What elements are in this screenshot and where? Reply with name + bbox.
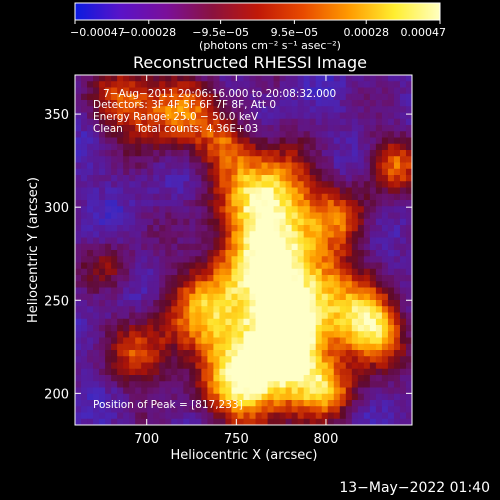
colorbar-tick-label: 0.00047 [401, 26, 447, 39]
x-tick-label: 750 [224, 432, 249, 447]
x-axis-label: Heliocentric X (arcsec) [171, 448, 318, 463]
y-tick-label: 300 [44, 201, 69, 216]
heatmap-image [75, 75, 412, 425]
annotation-peak: Position of Peak = [817,233] [93, 399, 243, 411]
x-tick-label: 800 [314, 432, 339, 447]
colorbar-tick-label: −9.5e−05 [192, 26, 249, 39]
annotation-time: 7−Aug−2011 20:06:16.000 to 20:08:32.000 [103, 88, 336, 100]
annotation-energy: Energy Range: 25.0 − 50.0 keV [93, 111, 259, 123]
colorbar-tick-label: 9.5e−05 [271, 26, 318, 39]
footer-timestamp: 13−May−2022 01:40 [339, 480, 490, 496]
y-tick-label: 350 [44, 108, 69, 123]
y-tick-label: 200 [44, 387, 69, 402]
x-axis: 700 750 800 [134, 75, 338, 447]
plot-frame [74, 74, 413, 426]
annotation-detectors: Detectors: 3F 4F 5F 6F 7F 8F, Att 0 [93, 99, 276, 111]
colorbar [74, 2, 441, 21]
y-tick-label: 250 [44, 294, 69, 309]
colorbar-ticks: −0.00047−0.00028 −9.5e−05 9.5e−05 0.00028 0.… [70, 20, 446, 39]
chart-title: Reconstructed RHESSI Image [133, 53, 367, 72]
x-tick-label: 700 [134, 432, 159, 447]
colorbar-tick-label: −0.00047 [70, 26, 125, 39]
y-axis-label: Heliocentric Y (arcsec) [26, 177, 41, 323]
annotation-clean: Clean Total counts: 4.36E+03 [93, 123, 258, 135]
y-axis: 200 250 300 350 [44, 108, 412, 402]
colorbar-unit-label: (photons cm⁻² s⁻¹ asec⁻²) [199, 39, 341, 52]
colorbar-tick-label: 0.00028 [343, 26, 389, 39]
colorbar-tick-label: −0.00028 [121, 26, 176, 39]
